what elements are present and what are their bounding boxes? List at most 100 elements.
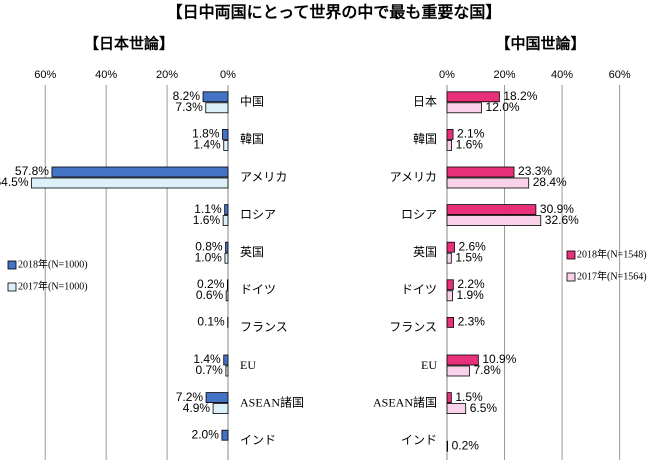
value-label: 12.0% <box>486 100 520 114</box>
category-label: 日本 <box>413 95 437 109</box>
bar <box>221 429 229 441</box>
value-label: 1.4% <box>193 352 221 366</box>
category-label: ロシア <box>240 207 276 221</box>
value-label: 1.4% <box>193 138 221 152</box>
bar <box>212 403 229 415</box>
category-label: インド <box>240 433 276 447</box>
category-label: アメリカ <box>240 170 287 184</box>
x-tick-label: 20% <box>156 69 178 81</box>
panel-title: 【日本世論】 <box>84 34 174 52</box>
bar <box>223 354 229 366</box>
bar <box>446 91 500 103</box>
value-label: 0.8% <box>195 239 223 253</box>
bar <box>224 252 229 264</box>
category-label: 英国 <box>240 245 264 259</box>
bar <box>51 166 229 178</box>
legend-label: 2018年(N=1548) <box>577 247 647 260</box>
value-label: 18.2% <box>503 89 537 103</box>
value-label: 0.6% <box>196 288 224 302</box>
value-label: 1.8% <box>192 127 220 141</box>
bar <box>446 403 467 415</box>
category-label: 英国 <box>413 245 437 259</box>
bar <box>222 128 229 140</box>
bar <box>446 166 515 178</box>
bar <box>446 204 537 216</box>
bar <box>446 139 453 151</box>
bar <box>446 290 453 302</box>
bar <box>446 279 454 291</box>
value-label: 0.7% <box>196 363 224 377</box>
value-label: 2.0% <box>192 427 220 441</box>
value-label: 30.9% <box>540 202 574 216</box>
value-label: 2.2% <box>457 277 485 291</box>
value-label: 10.9% <box>482 352 516 366</box>
bar <box>224 204 229 216</box>
bar <box>205 392 229 404</box>
value-label: 0.2% <box>197 277 225 291</box>
bar <box>226 279 229 291</box>
legend-label: 2017年(N=1564) <box>577 269 647 282</box>
category-label: ドイツ <box>240 283 276 297</box>
bar <box>446 316 455 328</box>
value-label: 1.5% <box>455 250 483 264</box>
value-label: 1.9% <box>456 288 484 302</box>
bar <box>222 215 229 227</box>
value-label: 7.8% <box>473 363 501 377</box>
bar <box>446 440 448 452</box>
legend-label: 2018年(N=1000) <box>18 257 88 270</box>
x-tick-label: 60% <box>609 69 631 81</box>
x-tick-label: 20% <box>494 69 516 81</box>
value-label: 7.2% <box>176 390 204 404</box>
legend-swatch <box>7 282 17 292</box>
value-label: 64.5% <box>0 175 29 189</box>
value-label: 1.6% <box>193 213 221 227</box>
category-label: 中国 <box>240 94 264 109</box>
x-tick-label: 0% <box>439 69 455 81</box>
value-label: 8.2% <box>173 89 201 103</box>
x-tick-label: 0% <box>220 69 236 81</box>
bar <box>446 177 530 189</box>
category-label: ASEAN諸国 <box>240 394 304 409</box>
value-label: 1.0% <box>195 250 223 264</box>
category-label: 韓国 <box>240 132 264 146</box>
bar <box>446 354 479 366</box>
bar <box>225 365 229 377</box>
bar <box>446 392 452 404</box>
category-label: EU <box>240 358 256 372</box>
value-label: 1.1% <box>194 202 222 216</box>
value-label: 1.6% <box>456 138 484 152</box>
x-tick-label: 40% <box>551 69 573 81</box>
category-label: フランス <box>240 320 288 334</box>
bar <box>446 102 482 114</box>
legend-swatch <box>7 260 17 270</box>
x-tick-label: 40% <box>95 69 117 81</box>
bar <box>225 290 229 302</box>
bar <box>446 252 452 264</box>
value-label: 57.8% <box>15 164 49 178</box>
legend-swatch <box>566 272 576 282</box>
value-label: 4.9% <box>183 401 211 415</box>
category-label: フランス <box>389 320 437 334</box>
bar <box>446 365 470 377</box>
legend-label: 2017年(N=1000) <box>18 279 88 292</box>
panel-title: 【中国世論】 <box>495 34 585 52</box>
value-label: 2.6% <box>458 239 486 253</box>
category-label: ASEAN諸国 <box>373 394 437 409</box>
category-label: EU <box>421 358 437 372</box>
category-label: ドイツ <box>401 283 437 297</box>
bar <box>225 241 229 253</box>
bar <box>223 139 229 151</box>
value-label: 28.4% <box>533 175 567 189</box>
category-label: ロシア <box>401 207 437 221</box>
bar <box>446 128 454 140</box>
value-label: 0.2% <box>452 438 480 452</box>
x-tick-label: 60% <box>34 69 56 81</box>
bar <box>205 102 229 114</box>
value-label: 23.3% <box>518 164 552 178</box>
category-label: インド <box>401 433 437 447</box>
page-title: 【日中両国にとって世界の中で最も重要な国】 <box>167 3 502 22</box>
bar <box>446 241 455 253</box>
value-label: 2.1% <box>457 127 485 141</box>
category-label: アメリカ <box>390 170 437 184</box>
